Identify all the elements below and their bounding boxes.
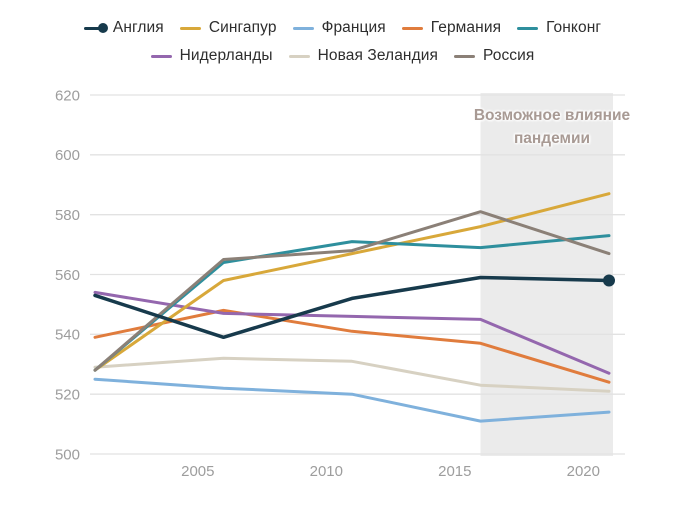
x-tick-label-2015: 2015 <box>438 463 471 480</box>
legend-swatch-icon <box>179 26 201 30</box>
legend-label: Англия <box>112 19 164 36</box>
legend-swatch-icon <box>453 54 475 58</box>
y-tick-label-500: 500 <box>55 446 80 463</box>
series-line-3 <box>93 308 611 384</box>
y-tick-label-620: 620 <box>55 87 80 104</box>
legend-swatch-icon <box>150 54 172 58</box>
legend-label: Германия <box>430 19 502 36</box>
series-line-5 <box>93 290 611 375</box>
legend-item-5: Нидерланды <box>150 47 273 65</box>
series-line-7 <box>93 210 611 372</box>
annotation-line-1: Возможное влияние <box>473 107 631 124</box>
legend-label: Гонконг <box>546 19 602 36</box>
y-tick-label-520: 520 <box>55 386 80 403</box>
legend-label: Франция <box>321 19 386 36</box>
legend-swatch-icon <box>292 26 314 30</box>
legend-swatch-icon <box>401 26 423 30</box>
series-line-4 <box>93 234 611 372</box>
legend-label: Новая Зеландия <box>317 47 438 64</box>
annotation-line-2: пандемии <box>513 130 591 147</box>
y-tick-label-600: 600 <box>55 147 80 164</box>
legend-swatch-icon <box>517 26 539 30</box>
legend-item-3: Германия <box>401 19 502 37</box>
series-line-0 <box>93 275 611 340</box>
legend-item-6: Новая Зеландия <box>288 47 438 65</box>
pandemic-annotation: Возможное влияние пандемии <box>447 104 657 150</box>
legend-item-1: Сингапур <box>179 19 277 37</box>
legend-swatch-icon <box>83 26 105 30</box>
series-line-6 <box>93 356 611 393</box>
series-end-marker-0 <box>603 274 615 287</box>
legend-item-0: Англия <box>83 19 164 37</box>
series-line-1 <box>93 192 611 372</box>
chart-legend: Англия Сингапур Франция Германия Гонконг Ниде… <box>0 14 675 70</box>
x-tick-label-2005: 2005 <box>181 463 214 480</box>
legend-row-1: Англия Сингапур Франция Германия Гонконг <box>0 14 675 42</box>
legend-item-2: Франция <box>292 19 386 37</box>
legend-swatch-icon <box>288 54 310 58</box>
legend-label: Сингапур <box>208 19 277 36</box>
y-tick-label-580: 580 <box>55 207 80 224</box>
legend-row-2: Нидерланды Новая Зеландия Россия <box>0 42 675 70</box>
y-tick-label-540: 540 <box>55 327 80 344</box>
legend-item-4: Гонконг <box>517 19 601 37</box>
series-line-2 <box>93 377 611 423</box>
x-tick-label-2010: 2010 <box>310 463 343 480</box>
legend-item-7: Россия <box>453 47 535 65</box>
legend-label: Россия <box>482 47 535 64</box>
y-tick-label-560: 560 <box>55 267 80 284</box>
x-tick-label-2020: 2020 <box>567 463 600 480</box>
legend-label: Нидерланды <box>179 47 273 64</box>
